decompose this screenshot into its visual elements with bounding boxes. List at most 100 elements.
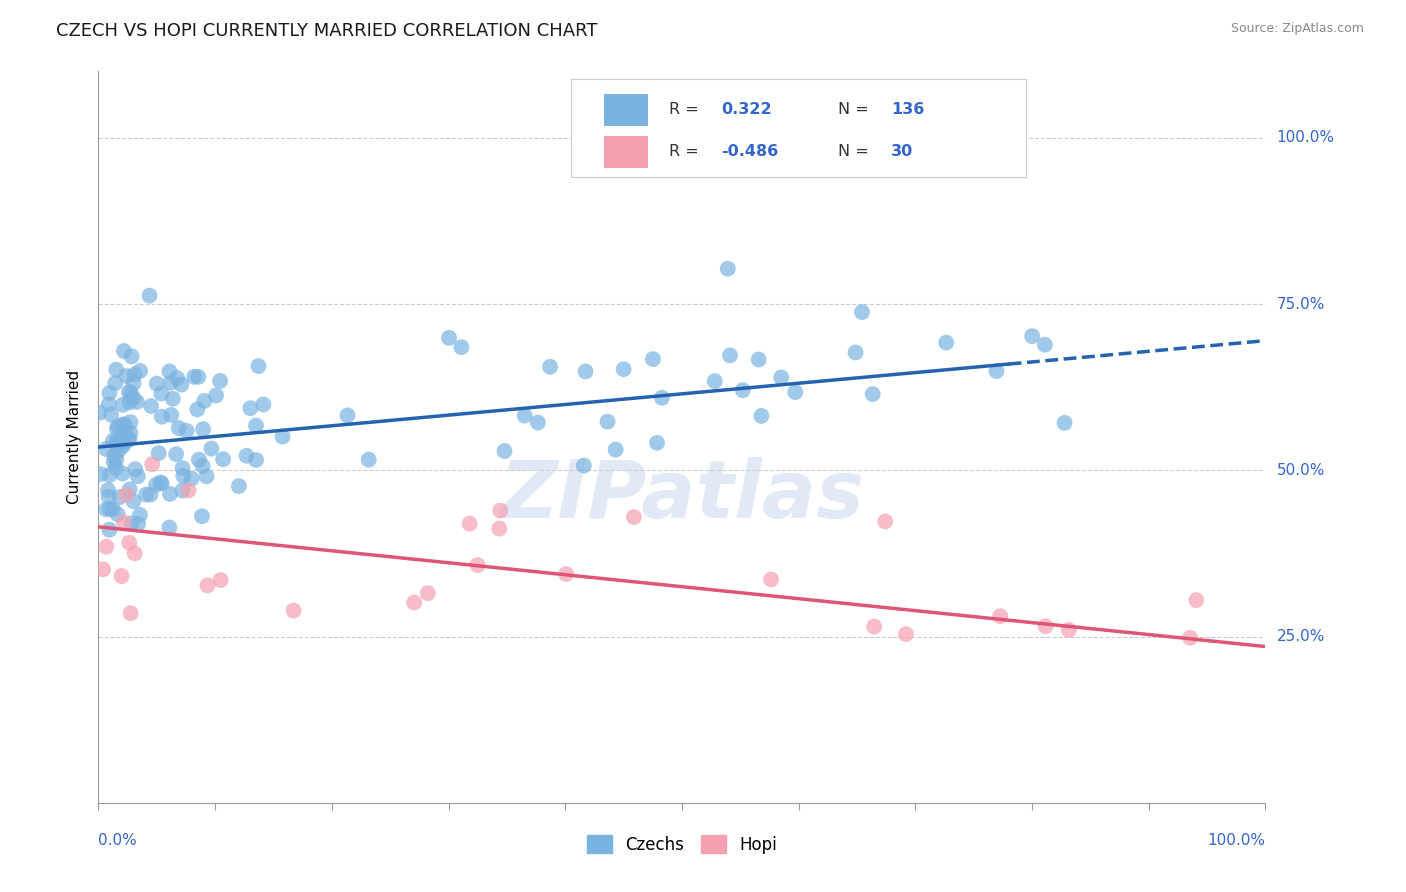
Point (150, 409, 173, 424)
Text: ZIPatlas: ZIPatlas (499, 457, 865, 534)
Point (1021, 329, 1043, 343)
Point (105, 434, 128, 448)
Point (98, 386, 121, 401)
Point (271, 429, 294, 443)
Point (135, 488, 157, 502)
Point (200, 442, 222, 456)
Point (187, 370, 209, 384)
Point (111, 417, 134, 432)
Point (717, 261, 740, 276)
Point (115, 369, 138, 384)
Point (986, 364, 1008, 378)
Point (118, 483, 141, 497)
Point (176, 424, 198, 438)
Point (170, 377, 193, 392)
Point (122, 391, 145, 405)
Point (112, 343, 135, 358)
Point (988, 609, 1011, 624)
Point (122, 376, 145, 390)
Point (572, 458, 595, 473)
Point (187, 452, 209, 467)
Point (118, 384, 141, 399)
Point (785, 385, 807, 400)
Point (104, 461, 127, 475)
Point (336, 409, 359, 423)
Point (596, 415, 619, 429)
Point (357, 452, 380, 467)
Point (124, 546, 146, 560)
Point (112, 439, 135, 453)
Point (613, 362, 636, 376)
Point (494, 444, 516, 458)
Point (245, 418, 267, 433)
Text: CZECH VS HOPI CURRENTLY MARRIED CORRELATION CHART: CZECH VS HOPI CURRENTLY MARRIED CORRELAT… (56, 22, 598, 40)
Point (731, 383, 754, 397)
Text: 50.0%: 50.0% (1277, 463, 1324, 478)
Point (186, 402, 208, 417)
Point (894, 627, 917, 641)
Point (110, 569, 132, 583)
Text: -0.486: -0.486 (721, 145, 779, 159)
Point (513, 409, 536, 423)
Point (111, 398, 134, 412)
Point (875, 515, 897, 529)
Point (172, 483, 194, 498)
FancyBboxPatch shape (571, 78, 1026, 178)
Point (105, 452, 128, 467)
Point (166, 371, 188, 385)
Point (125, 395, 148, 409)
Point (124, 368, 146, 382)
Point (197, 578, 219, 592)
Point (162, 392, 184, 406)
Point (112, 435, 135, 450)
Point (98, 468, 121, 483)
Point (103, 448, 125, 462)
Point (1053, 416, 1076, 430)
Point (104, 436, 127, 450)
Point (157, 520, 180, 534)
Point (107, 419, 129, 434)
Point (651, 391, 673, 405)
Point (118, 395, 141, 409)
Point (141, 457, 163, 471)
Point (209, 573, 232, 587)
Point (138, 288, 160, 302)
Point (195, 469, 218, 483)
Point (105, 362, 128, 376)
Point (209, 374, 232, 388)
Point (90, 467, 112, 482)
Text: 100.0%: 100.0% (1277, 130, 1334, 145)
Point (228, 479, 250, 493)
Point (108, 490, 131, 504)
Point (101, 502, 124, 516)
Point (193, 393, 215, 408)
Text: 0.0%: 0.0% (98, 833, 138, 848)
Point (1057, 623, 1080, 637)
Point (416, 586, 439, 600)
Point (555, 567, 578, 582)
Point (191, 422, 214, 436)
Point (538, 359, 561, 374)
Text: Source: ZipAtlas.com: Source: ZipAtlas.com (1230, 22, 1364, 36)
Text: 136: 136 (891, 102, 924, 117)
Text: 25.0%: 25.0% (1277, 629, 1324, 644)
Point (159, 376, 181, 390)
Point (115, 488, 138, 502)
Point (148, 446, 170, 460)
Point (645, 435, 668, 450)
Point (641, 352, 664, 367)
Point (139, 399, 162, 413)
Point (172, 461, 194, 475)
Point (212, 452, 235, 467)
Point (91, 562, 114, 576)
Point (183, 369, 205, 384)
FancyBboxPatch shape (603, 136, 648, 168)
Point (159, 487, 181, 501)
Point (117, 434, 139, 448)
Point (98, 523, 121, 537)
Point (160, 408, 183, 422)
Point (605, 442, 627, 457)
Point (235, 449, 257, 463)
Legend: Czechs, Hopi: Czechs, Hopi (581, 829, 783, 860)
Point (935, 335, 957, 350)
